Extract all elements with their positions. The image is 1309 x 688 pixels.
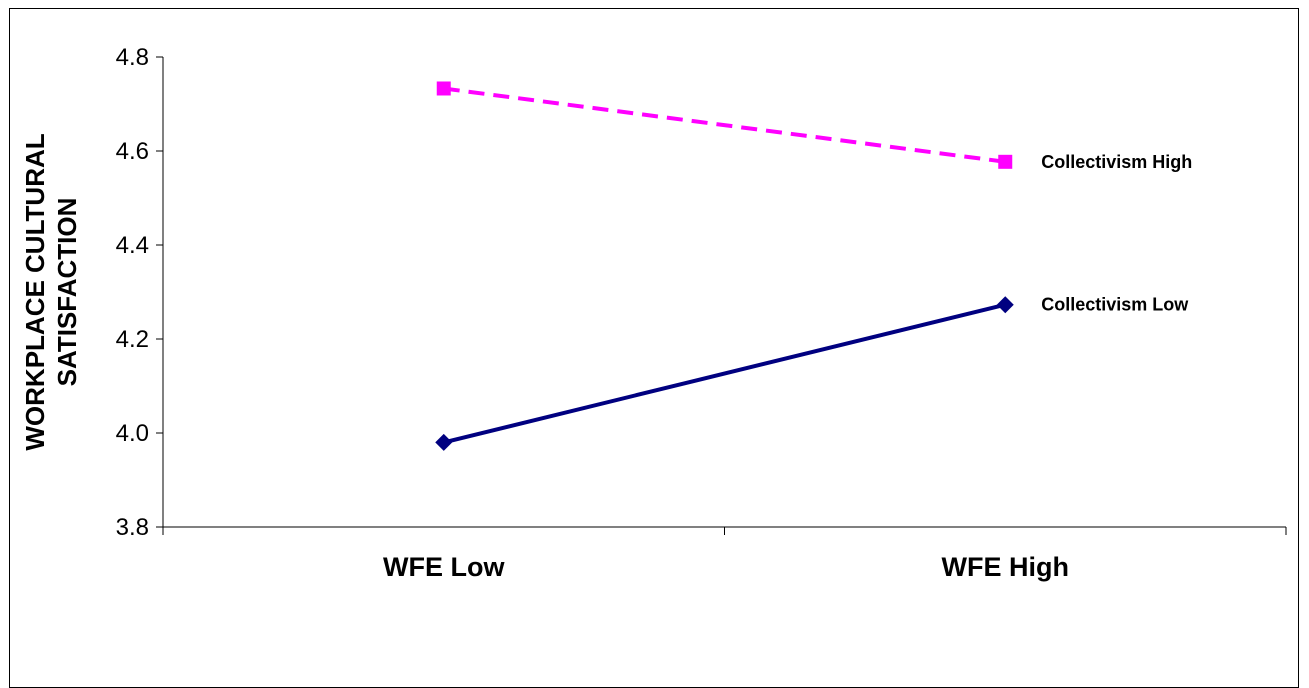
x-category-label: WFE High	[942, 552, 1069, 582]
data-point	[437, 81, 451, 95]
data-point	[435, 434, 452, 451]
series-label: Collectivism High	[1041, 152, 1192, 172]
y-ticks: 3.8 4.0 4.2 4.4 4.6 4.8	[116, 44, 163, 541]
x-category-label: WFE Low	[383, 552, 505, 582]
y-tick-label: 4.8	[116, 44, 149, 71]
x-ticks: WFE Low WFE High	[163, 527, 1286, 582]
y-tick-label: 4.0	[116, 420, 149, 447]
y-tick-label: 3.8	[116, 514, 149, 541]
series-layer: Collectivism High Collectivism Low	[435, 81, 1192, 450]
y-tick-label: 4.4	[116, 232, 149, 259]
series-line	[444, 305, 1006, 443]
y-axis-title: WORKPLACE CULTURAL SATISFACTION	[20, 133, 82, 450]
y-tick-label: 4.6	[116, 138, 149, 165]
y-tick-label: 4.2	[116, 326, 149, 353]
y-axis-title-line-1: WORKPLACE CULTURAL	[20, 133, 50, 450]
data-point	[997, 296, 1014, 313]
series-collectivism-high: Collectivism High	[437, 81, 1193, 171]
data-point	[998, 155, 1012, 169]
y-axis-title-line-2: SATISFACTION	[52, 198, 82, 387]
series-collectivism-low: Collectivism Low	[435, 295, 1189, 451]
series-label: Collectivism Low	[1041, 295, 1189, 315]
series-line	[444, 88, 1006, 161]
